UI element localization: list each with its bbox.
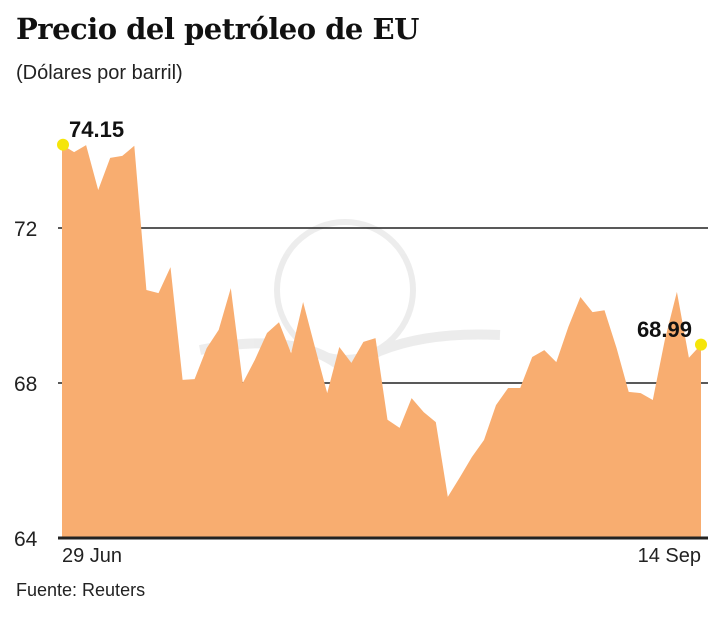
y-tick-label: 68 <box>14 373 37 396</box>
chart-title: Precio del petróleo de EU <box>16 12 419 46</box>
data-label-end: 68.99 <box>637 317 692 342</box>
x-axis: 29 Jun 14 Sep <box>62 545 701 567</box>
start-point-marker <box>57 138 69 151</box>
y-axis: 64 68 72 <box>14 218 38 551</box>
x-tick-label-end: 14 Sep <box>638 545 701 567</box>
y-tick-label: 64 <box>14 528 38 551</box>
source-note: Fuente: Reuters <box>16 580 146 600</box>
price-area <box>62 144 701 538</box>
y-tick-label: 72 <box>14 218 37 241</box>
x-tick-label-start: 29 Jun <box>62 545 122 567</box>
end-point-marker <box>695 338 707 351</box>
watermark-logo <box>199 219 501 377</box>
chart-subtitle: (Dólares por barril) <box>16 62 183 84</box>
data-label-start: 74.15 <box>69 117 124 142</box>
